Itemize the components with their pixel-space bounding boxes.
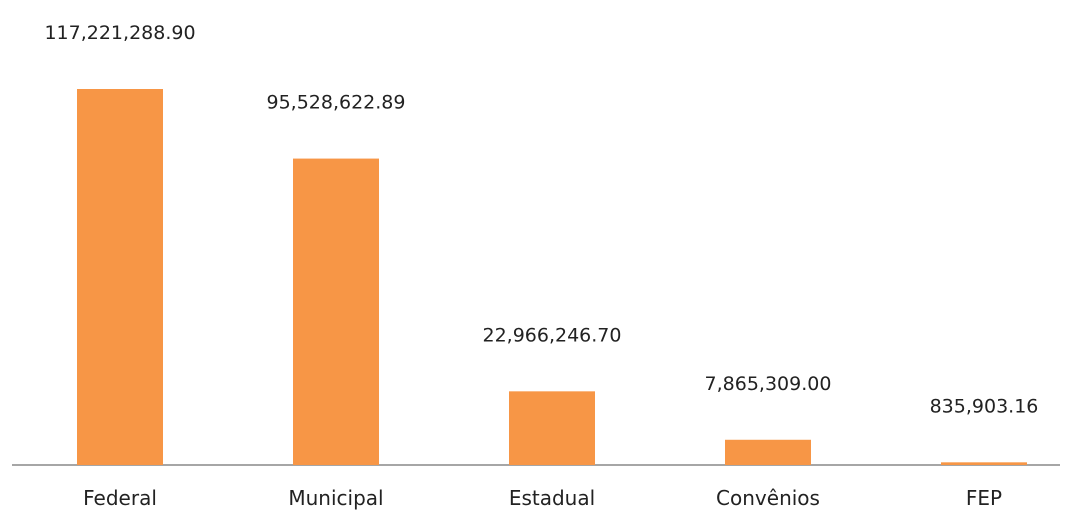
bar-municipal [293,158,379,465]
x-tick-label: Municipal [288,486,383,510]
data-label: 7,865,309.00 [705,373,832,395]
bar-conv-nios [725,439,811,465]
x-tick-label: FEP [966,486,1002,510]
bar-fep [941,462,1027,465]
data-label: 95,528,622.89 [266,92,405,114]
x-tick-labels-group: Federal Municipal Estadual Convênios FEP [83,486,1002,510]
x-tick-label: Federal [83,486,157,510]
bars-group [77,89,1027,465]
data-label: 835,903.16 [930,395,1039,417]
x-tick-label: Estadual [509,486,595,510]
data-label: 117,221,288.90 [44,22,195,44]
data-label: 22,966,246.70 [482,324,621,346]
bar-estadual [509,391,595,465]
x-tick-label: Convênios [716,486,820,510]
bar-federal [77,89,163,465]
data-labels-group: 117,221,288.90 95,528,622.89 22,966,246.70… [44,22,1038,417]
